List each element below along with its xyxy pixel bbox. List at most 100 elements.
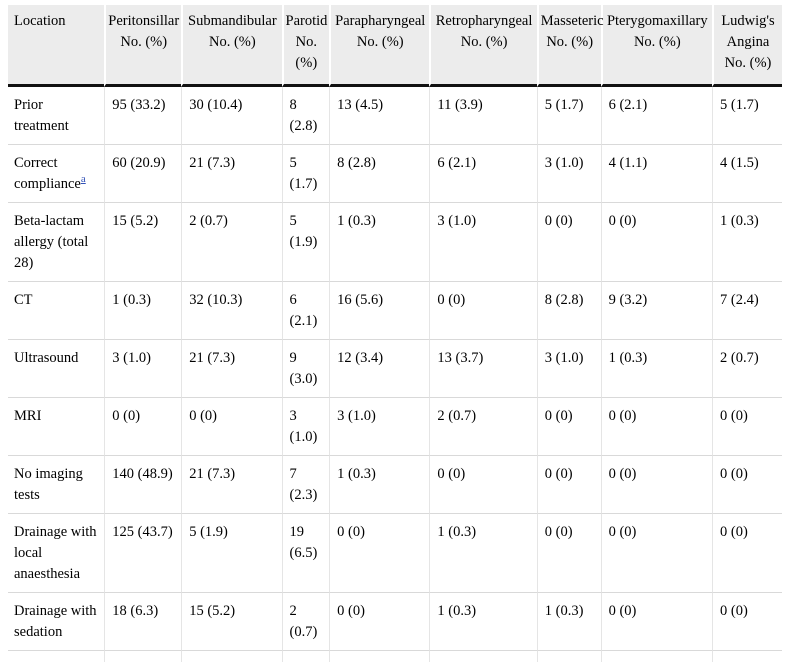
data-cell: 0 (0) [429,456,537,515]
row-label: Drainage with general anaesthesia [8,651,104,662]
data-cell: 0 (0) [536,456,601,515]
data-cell: 0 (0) [104,398,182,457]
data-cell: 0 (0) [181,398,282,457]
column-title: Location [14,13,66,29]
data-cell: 18 (6.3) [104,593,182,652]
data-cell: 7 (2.4) [712,282,782,341]
data-cell: 6 (2.1) [600,87,713,146]
data-cell: 30 (10.4) [181,87,282,146]
data-cell: 2 (0.7) [429,398,537,457]
row-label: No imaging tests [8,456,105,515]
data-cell: 0 (0) [600,203,713,283]
data-cell: 1 (0.3) [429,514,537,594]
column-header-submandibular: Submandibular No. (%) [181,5,282,88]
abscess-location-table: Location Peritonsillar No. (%) Submandibula… [8,5,782,662]
table-row-prior-treatment: Prior treatment 95 (33.2) 30 (10.4) 8 (2.8)… [8,87,782,146]
column-title: Peritonsillar [108,13,180,29]
data-cell: 0 (0) [600,514,713,594]
column-subtitle: No. (%) [295,34,318,72]
column-title: Submandibular [188,13,277,29]
column-subtitle: No. (%) [356,34,404,51]
row-label: Ultrasound [8,340,105,399]
data-cell: 1 (0.3) [329,456,430,515]
data-cell: 8 (2.8) [536,282,601,341]
data-cell: 0 (0) [712,514,782,594]
data-cell: 16 (5.6) [329,282,430,341]
data-cell: 12 (3.4) [329,340,430,399]
data-cell: 1 (0.3) [712,203,782,283]
data-cell: 0 (0) [429,282,537,341]
column-title: Retropharyngeal [435,13,533,29]
data-cell: 21 (7.3) [181,145,282,204]
data-cell: 0 (0) [536,203,601,283]
footnote-link-a[interactable]: a [80,173,86,186]
data-cell: 5 (1.9) [281,203,330,283]
column-header-pterygomaxillary: Pterygomaxillary No. (%) [600,5,713,88]
column-header-parotid: Parotid No. (%) [281,5,330,88]
header-row: Location Peritonsillar No. (%) Submandibula… [8,5,782,88]
column-subtitle: No. (%) [209,34,256,51]
data-cell: 8 (2.8) [281,87,330,146]
column-subtitle: No. (%) [724,55,772,72]
data-cell: 13 (3.7) [429,340,537,399]
row-label: Correct compliancea [8,145,105,204]
data-cell: 0 (0) [712,456,782,515]
data-cell: 140 (48.9) [104,456,182,515]
data-cell: 2 (0.7) [104,651,181,662]
data-cell: 0 (0) [536,398,601,457]
data-cell: 1 (0.3) [600,340,713,399]
data-cell: 9 (3.2) [600,282,713,341]
data-cell: 8 (2.8) [329,145,430,204]
data-cell: 5 (1.7) [536,87,601,146]
column-title: Ludwig's Angina [721,13,775,51]
table-row-mri: MRI 0 (0) 0 (0) 3 (1.0) 3 (1.0) 2 (0.7) 0 (0) 0… [8,398,782,457]
data-cell: 3 (1.0) [429,203,537,283]
data-cell: 2 (0.7) [712,340,782,399]
data-cell: 125 (43.7) [104,514,182,594]
data-cell: 6 (2.1) [429,145,537,204]
row-label: Prior treatment [8,87,105,146]
column-header-ludwig-s-angina: Ludwig's Angina No. (%) [712,5,782,88]
column-title: Parapharyngeal [335,13,426,29]
column-subtitle: No. (%) [120,34,168,51]
data-cell: 21 (7.3) [181,456,282,515]
data-cell: 0 (0) [329,593,430,652]
table-body: Prior treatment 95 (33.2) 30 (10.4) 8 (2.8)… [8,87,782,662]
data-cell: 0 (0) [600,593,713,652]
column-title: Parotid [285,13,328,29]
data-cell: 2 (0.7) [281,651,330,662]
data-cell: 9 (3.0) [281,340,330,399]
column-header-location: Location [8,5,105,88]
data-cell: 15 (5.2) [104,203,182,283]
table-header: Location Peritonsillar No. (%) Submandibula… [8,5,782,88]
data-cell: 7 (2.3) [281,456,330,515]
data-cell: 5 (1.7) [281,145,330,204]
table-row-ct: CT 1 (0.3) 32 (10.3) 6 (2.1) 16 (5.6) 0 (0) 8 … [8,282,782,341]
row-label: MRI [8,398,105,457]
data-cell: 1 (0.3) [104,282,182,341]
table-row-ultrasound: Ultrasound 3 (1.0) 21 (7.3) 9 (3.0) 12 (3.4)… [8,340,782,399]
data-cell: 3 (1.0) [536,340,601,399]
table-row-beta-lactam-allergy-total-28: Beta-lactam allergy (total 28) 15 (5.2) 2 … [8,203,782,283]
row-label: CT [8,282,105,341]
table-row-drainage-with-general-anaesthesia: Drainage with general anaesthesia2 (0.7)… [8,651,782,662]
data-cell: 3 (1.0) [329,398,430,457]
data-cell: 6 (2.1) [281,282,330,341]
data-cell: 13 (4.5) [329,87,430,146]
data-cell: 0 (0) [712,398,782,457]
data-cell: 7 (2.3) [712,651,782,662]
data-cell: 1 (4.2) [329,651,429,662]
data-cell: 4 (1.5) [712,145,782,204]
data-cell: 0 (0) [329,514,430,594]
column-subtitle: No. (%) [546,34,594,51]
column-title: Masseteric [540,13,604,29]
data-cell: 60 (20.9) [104,145,182,204]
table-row-no-imaging-tests: No imaging tests 140 (48.9) 21 (7.3) 7 (2.3… [8,456,782,515]
footnote-marker: a [81,173,86,185]
data-cell: 21 (7.3) [181,340,282,399]
data-cell: 1 (0.3) [536,651,601,662]
data-cell: 0 (0) [712,593,782,652]
data-cell: 3 (1.0) [104,340,182,399]
data-cell: 3 (1.0) [536,145,601,204]
